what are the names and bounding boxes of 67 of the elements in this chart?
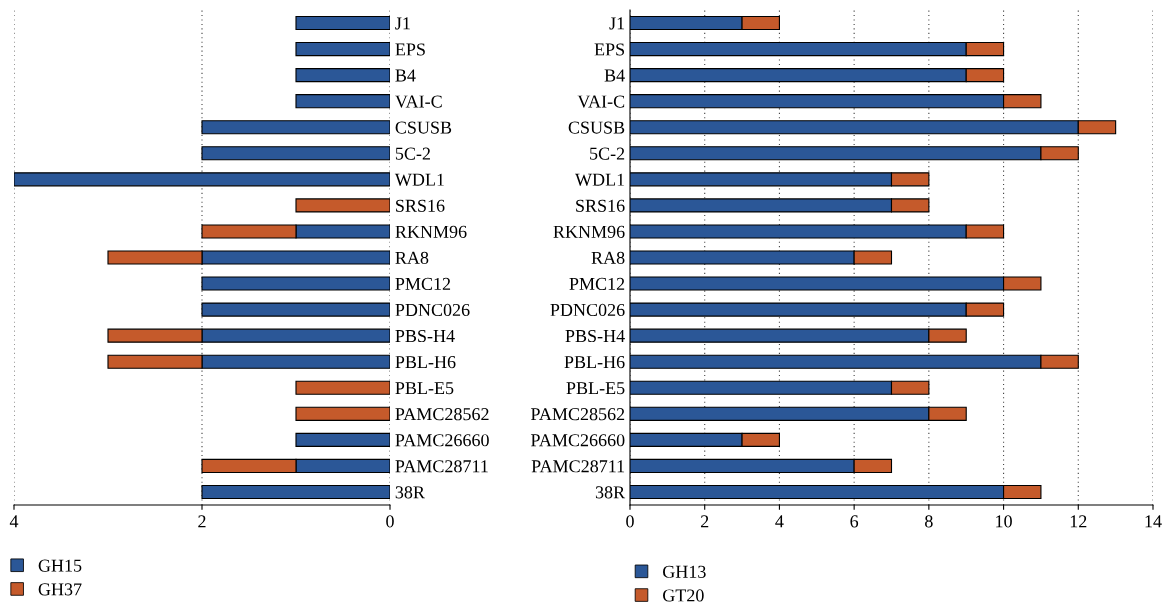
- x-tick-label: 2: [198, 515, 206, 528]
- y-tick-label: PAMC28562: [530, 408, 625, 421]
- y-tick-label: PAMC26660: [530, 434, 625, 447]
- y-tick-label: SRS16: [396, 199, 445, 212]
- y-tick-label: PAMC28711: [395, 460, 488, 473]
- y-tick-label: PBL-H6: [395, 356, 456, 369]
- legend-label: GT20: [663, 589, 704, 602]
- y-tick-label: PBS-H4: [565, 329, 625, 343]
- bar: [201, 146, 390, 161]
- bar: [295, 68, 390, 83]
- legend-label: GH13: [663, 565, 706, 578]
- y-tick-label: PMC12: [395, 277, 451, 290]
- x-tick-label: 8: [925, 515, 933, 528]
- bar: [201, 302, 390, 317]
- y-tick-label: RKNM96: [553, 225, 625, 238]
- x-tick-label: 4: [775, 515, 784, 528]
- x-tick-label: 12: [1070, 515, 1087, 528]
- y-tick-label: PBS-H4: [395, 329, 455, 343]
- x-tick-label: 0: [386, 515, 394, 528]
- y-tick-label: J1: [395, 17, 410, 30]
- x-tick-label: 2: [700, 515, 709, 528]
- bar: [201, 120, 390, 135]
- y-tick-label: VAI-C: [577, 95, 625, 108]
- x-tick-label: 10: [996, 515, 1012, 528]
- bar: [201, 276, 390, 291]
- y-tick-label: RA8: [591, 251, 625, 264]
- legend-label: GH15: [38, 559, 82, 572]
- y-tick-label: CSUSB: [568, 121, 625, 134]
- x-tick-label: 4: [9, 515, 19, 528]
- y-tick-label: EPS: [594, 43, 625, 56]
- bar: [295, 15, 390, 31]
- y-tick-label: B4: [604, 69, 625, 82]
- y-tick-label: PBL-E5: [566, 382, 625, 395]
- bar: [295, 380, 390, 395]
- y-tick-label: 38R: [395, 486, 425, 499]
- legend-label: GH37: [38, 583, 82, 596]
- bar: [295, 406, 390, 421]
- y-tick-label: PDNC026: [550, 303, 625, 317]
- y-tick-label: EPS: [395, 43, 425, 56]
- y-tick-label: PAMC28562: [395, 408, 489, 421]
- y-tick-label: WDL1: [575, 173, 625, 186]
- y-tick-label: 5C-2: [590, 147, 625, 160]
- x-tick-label: 6: [850, 515, 859, 528]
- y-tick-label: PMC12: [569, 277, 625, 290]
- y-tick-label: 38R: [595, 486, 626, 499]
- bar: [295, 42, 390, 57]
- y-tick-label: VAI-C: [395, 95, 442, 108]
- y-tick-label: CSUSB: [395, 121, 452, 134]
- y-tick-label: RA8: [395, 251, 429, 264]
- bar: [201, 484, 390, 500]
- y-tick-label: WDL1: [394, 173, 444, 186]
- bar: [14, 172, 390, 187]
- x-tick-label: 14: [1145, 515, 1162, 528]
- bar: [295, 198, 390, 213]
- y-tick-label: PAMC26660: [395, 434, 489, 447]
- y-tick-label: PAMC28711: [531, 460, 625, 473]
- bar: [295, 432, 390, 447]
- y-tick-label: B4: [395, 69, 416, 82]
- y-tick-label: SRS16: [576, 199, 625, 212]
- x-tick-label: 0: [626, 515, 634, 528]
- y-tick-label: PBL-H6: [564, 356, 625, 369]
- y-tick-label: 5C-2: [395, 147, 430, 160]
- y-tick-label: RKNM96: [395, 225, 467, 238]
- bar: [295, 94, 390, 109]
- y-tick-label: PBL-E5: [395, 382, 454, 395]
- y-tick-label: J1: [609, 17, 625, 30]
- y-tick-label: PDNC026: [395, 303, 470, 317]
